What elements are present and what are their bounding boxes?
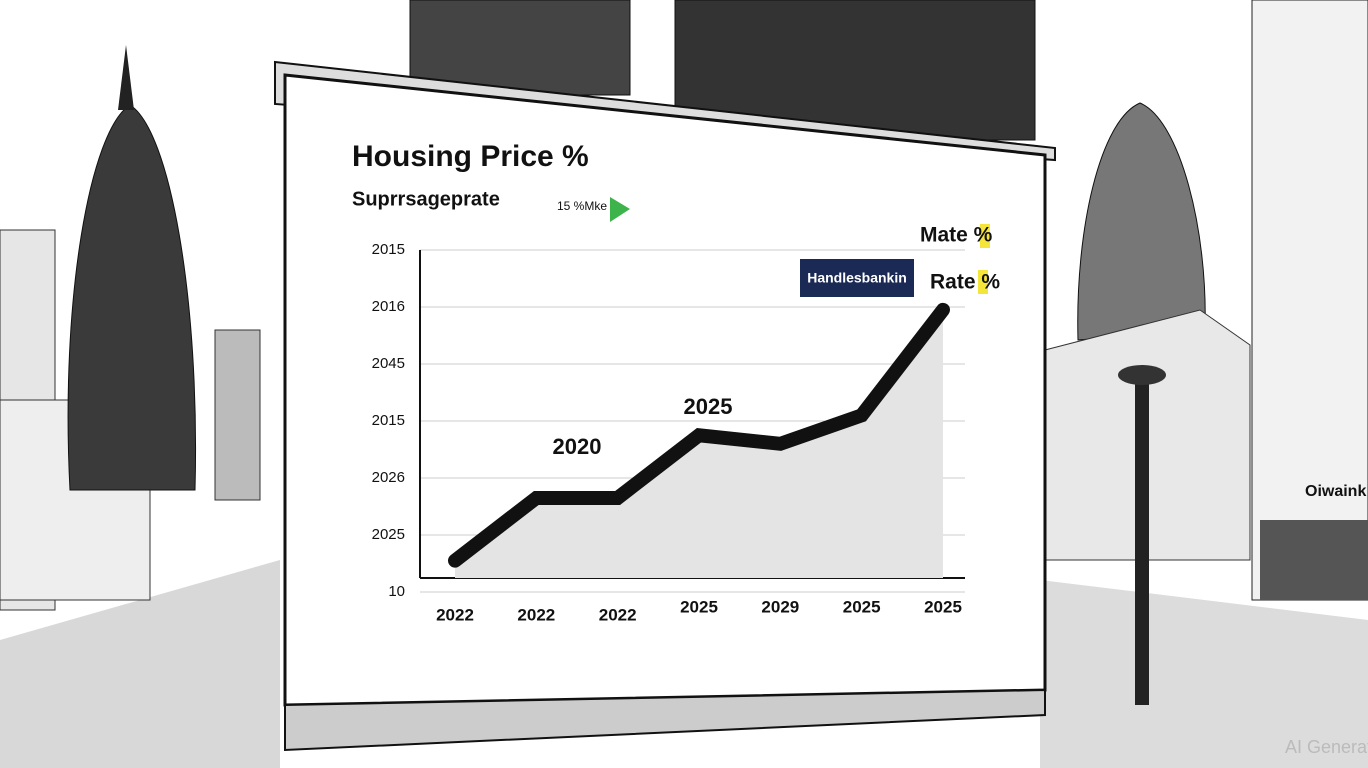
legend-swatch — [980, 224, 990, 248]
spire — [118, 45, 134, 110]
legend-item: Rate % — [930, 271, 1000, 294]
tower — [214, 329, 261, 501]
y-tick-label: 2025 — [372, 526, 405, 543]
x-tick-label: 2022 — [599, 605, 637, 624]
badge — [800, 259, 914, 297]
x-tick-label: 2029 — [761, 597, 799, 616]
building — [1251, 0, 1368, 601]
y-tick-label: 10 — [388, 583, 405, 600]
y-tick-label: 2016 — [372, 298, 405, 315]
x-tick-label: 2022 — [436, 605, 474, 624]
x-tick-label: 2022 — [517, 605, 555, 624]
tower — [67, 104, 196, 491]
lamp — [1118, 365, 1166, 385]
chart-title: Housing Price % — [352, 140, 589, 173]
road-right — [1040, 580, 1368, 768]
watermark: AI Generated — [1285, 737, 1368, 757]
x-tick-label: 2025 — [924, 597, 962, 616]
tower — [1077, 102, 1206, 341]
x-tick-label: 2025 — [680, 597, 718, 616]
legend-item: Mate % — [920, 224, 993, 247]
shopfront — [1260, 520, 1368, 600]
annotation: 2025 — [684, 394, 733, 419]
arrow-icon — [610, 197, 630, 222]
lamp-post — [1135, 380, 1149, 705]
y-tick-label: 2015 — [372, 241, 405, 258]
y-tick-label: 2026 — [372, 469, 405, 486]
y-tick-label: 2015 — [372, 412, 405, 429]
legend-swatch — [978, 270, 988, 294]
x-tick-label: 2025 — [843, 597, 881, 616]
annotation: 2020 — [553, 434, 602, 459]
badge-text: Handlesbankin — [807, 270, 907, 286]
chart-subtitle: Suprrsageprate — [352, 188, 500, 210]
road-left — [0, 560, 280, 768]
shop-sign: Oiwaink — [1305, 483, 1366, 500]
y-tick-label: 2045 — [372, 355, 405, 372]
line — [448, 302, 950, 568]
billboard-base — [284, 688, 1046, 752]
note: 15 %Mke — [557, 199, 607, 213]
